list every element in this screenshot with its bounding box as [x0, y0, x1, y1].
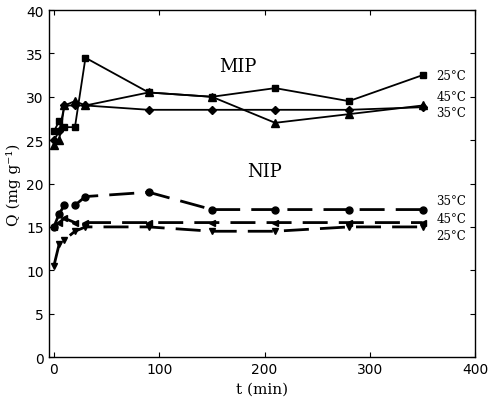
- Text: 45°C: 45°C: [436, 91, 466, 104]
- Y-axis label: Q (mg g⁻¹): Q (mg g⁻¹): [5, 143, 21, 225]
- Text: 45°C: 45°C: [436, 212, 466, 225]
- Text: MIP: MIP: [219, 58, 257, 76]
- Text: NIP: NIP: [247, 162, 282, 180]
- Text: 25°C: 25°C: [436, 69, 466, 83]
- X-axis label: t (min): t (min): [236, 381, 288, 395]
- Text: 35°C: 35°C: [436, 107, 466, 119]
- Text: 35°C: 35°C: [436, 195, 466, 208]
- Text: 25°C: 25°C: [436, 229, 466, 243]
